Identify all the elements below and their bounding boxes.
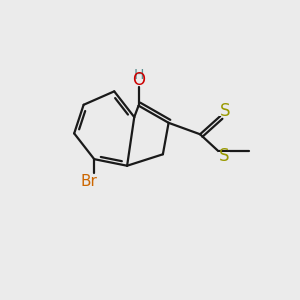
FancyBboxPatch shape bbox=[79, 177, 98, 186]
FancyBboxPatch shape bbox=[133, 76, 144, 84]
Text: Br: Br bbox=[80, 174, 97, 189]
Text: S: S bbox=[219, 147, 229, 165]
Text: O: O bbox=[132, 71, 145, 89]
Text: S: S bbox=[220, 102, 230, 120]
Text: H: H bbox=[134, 68, 144, 82]
FancyBboxPatch shape bbox=[219, 107, 231, 116]
FancyBboxPatch shape bbox=[218, 152, 230, 160]
FancyBboxPatch shape bbox=[133, 71, 144, 79]
